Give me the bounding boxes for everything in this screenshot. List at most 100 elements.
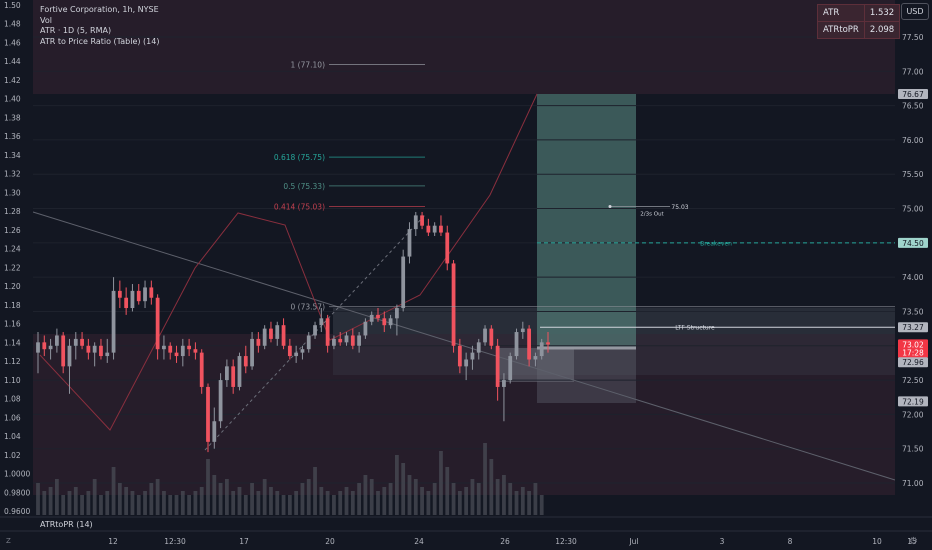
candle-body[interactable] [388, 318, 393, 326]
candle-body[interactable] [332, 338, 336, 346]
candle-body[interactable] [489, 328, 494, 346]
candle-body[interactable] [168, 345, 173, 353]
candle-body[interactable] [180, 345, 185, 357]
candle-body[interactable] [300, 349, 305, 353]
candle-body[interactable] [325, 318, 330, 346]
candle-body[interactable] [294, 352, 299, 357]
candle-body[interactable] [281, 325, 286, 346]
candle-body[interactable] [451, 263, 456, 346]
candle-body[interactable] [546, 342, 550, 345]
candle-body[interactable] [36, 342, 40, 353]
candle-body[interactable] [476, 342, 481, 353]
currency-button[interactable]: USD [901, 3, 929, 20]
candle-body[interactable] [495, 345, 500, 387]
candle-body[interactable] [111, 290, 116, 353]
gear-icon[interactable]: ⚙ [909, 536, 918, 547]
candle-body[interactable] [130, 290, 135, 309]
candle-body[interactable] [313, 325, 317, 336]
candle-body[interactable] [174, 352, 179, 357]
volume-bar [451, 483, 456, 515]
candle-body[interactable] [432, 225, 437, 233]
candle-body[interactable] [439, 225, 443, 233]
candle-body[interactable] [105, 352, 110, 357]
candle-body[interactable] [212, 421, 217, 442]
candle-body[interactable] [187, 345, 191, 350]
candle-body[interactable] [395, 308, 399, 319]
candle-body[interactable] [508, 356, 513, 381]
candle-body[interactable] [275, 325, 280, 339]
candle-body[interactable] [344, 335, 349, 343]
right-axis[interactable] [895, 0, 932, 530]
atr-indicator-label[interactable]: ATR · 1D (5, RMA) [40, 26, 112, 35]
symbol-title[interactable]: Fortive Corporation, 1h, NYSE [40, 5, 159, 14]
partial-exit-point[interactable] [608, 204, 612, 208]
candle-body[interactable] [376, 314, 380, 319]
candle-body[interactable] [287, 345, 292, 357]
candle-body[interactable] [162, 345, 166, 350]
candle-body[interactable] [225, 366, 229, 381]
candle-body[interactable] [319, 318, 324, 326]
candle-body[interactable] [514, 332, 519, 357]
candle-body[interactable] [155, 297, 160, 350]
candle-body[interactable] [527, 328, 531, 360]
candle-body[interactable] [86, 345, 91, 353]
candle-body[interactable] [67, 345, 72, 367]
candle-body[interactable] [250, 338, 254, 367]
candle-body[interactable] [357, 335, 361, 346]
upper-range-zone [33, 0, 895, 94]
candle-body[interactable] [420, 215, 424, 226]
atr-ratio-indicator-label[interactable]: ATR to Price Ratio (Table) (14) [40, 36, 160, 46]
candle-body[interactable] [269, 328, 273, 339]
candle-body[interactable] [92, 345, 97, 353]
lower-pane-label[interactable]: ATRtoPR (14) [40, 520, 93, 529]
candle-body[interactable] [363, 321, 368, 336]
candle-body[interactable] [470, 352, 475, 360]
candle-body[interactable] [99, 345, 103, 357]
candle-body[interactable] [124, 297, 129, 309]
candle-body[interactable] [464, 359, 469, 367]
candle-body[interactable] [136, 290, 141, 302]
candle-body[interactable] [55, 335, 59, 346]
candle-body[interactable] [350, 335, 355, 346]
candle-body[interactable] [262, 328, 267, 346]
candle-body[interactable] [539, 342, 544, 357]
candle-body[interactable] [117, 290, 122, 298]
candle-body[interactable] [426, 225, 431, 233]
candle-body[interactable] [231, 366, 236, 387]
candle-body[interactable] [42, 342, 47, 350]
candle-body[interactable] [520, 328, 525, 333]
candle-body[interactable] [445, 232, 450, 264]
candle-body[interactable] [243, 356, 248, 367]
left-axis[interactable] [0, 0, 33, 530]
candle-body[interactable] [48, 345, 53, 350]
candle-body[interactable] [237, 356, 242, 387]
candle-body[interactable] [256, 338, 261, 346]
candle-body[interactable] [306, 335, 311, 350]
trend-line[interactable] [32, 211, 896, 481]
candle-body[interactable] [407, 229, 412, 257]
candle-body[interactable] [80, 338, 84, 346]
candle-body[interactable] [143, 287, 147, 302]
candle-body[interactable] [193, 349, 198, 353]
candle-body[interactable] [218, 380, 223, 422]
candle-body[interactable] [206, 386, 210, 442]
zigzag-line[interactable] [39, 93, 538, 431]
candle-body[interactable] [369, 314, 374, 322]
price-tag [898, 339, 928, 350]
candle-body[interactable] [382, 318, 387, 326]
candle-body[interactable] [199, 352, 204, 387]
candle-body[interactable] [338, 338, 343, 343]
candle-body[interactable] [457, 345, 462, 367]
candle-body[interactable] [73, 338, 78, 346]
candle-body[interactable] [401, 256, 406, 309]
candle-body[interactable] [483, 328, 487, 343]
candle-body[interactable] [149, 287, 154, 298]
candle-body[interactable] [502, 380, 506, 387]
timezone-label[interactable]: Z [6, 537, 11, 545]
candle-body[interactable] [413, 215, 418, 230]
vol-indicator-label[interactable]: Vol [40, 15, 52, 25]
price-tag [898, 357, 928, 368]
candle-body[interactable] [61, 335, 66, 367]
candle-body[interactable] [533, 356, 538, 360]
